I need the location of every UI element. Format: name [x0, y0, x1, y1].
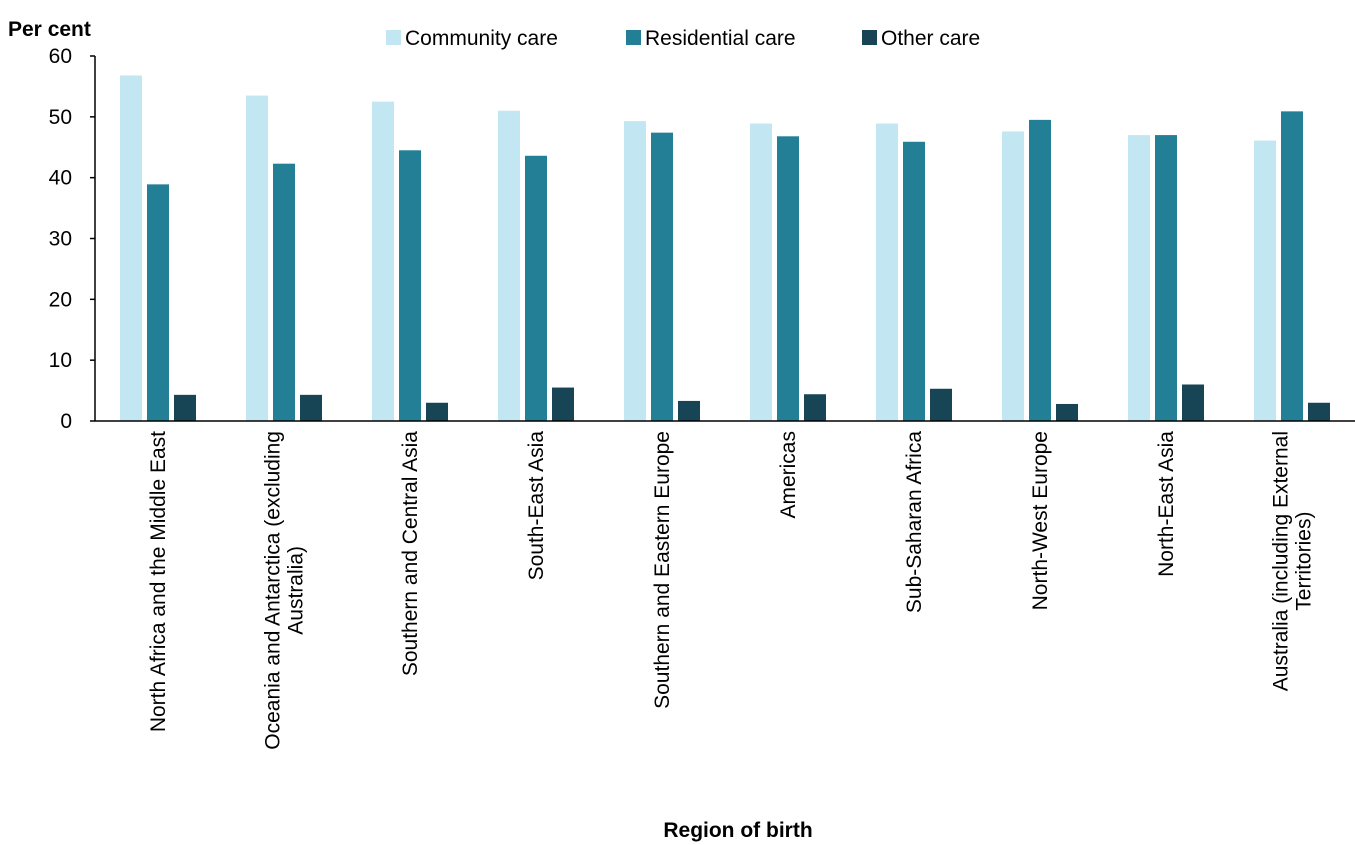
x-tick-label: North Africa and the Middle East [147, 431, 170, 732]
y-tick-label: 30 [49, 228, 72, 251]
bar-other-care [1308, 402, 1330, 421]
bar-other-care [1056, 403, 1078, 421]
x-tick-label: Southern and Eastern Europe [651, 431, 674, 709]
bar-other-care [930, 388, 952, 421]
legend-swatch [626, 30, 641, 45]
bar-community-care [498, 110, 520, 421]
bar-other-care [552, 387, 574, 421]
bar-other-care [174, 394, 196, 421]
x-tick-label: Sub-Saharan Africa [903, 431, 926, 613]
bar-other-care [1182, 384, 1204, 421]
bar-community-care [876, 123, 898, 422]
x-tick-label: Southern and Central Asia [399, 431, 422, 676]
bar-other-care [804, 394, 826, 421]
bar-community-care [246, 95, 268, 422]
bar-community-care [1128, 135, 1150, 422]
bar-community-care [120, 75, 142, 421]
bar-residential-care [1029, 119, 1051, 421]
bar-residential-care [651, 132, 673, 421]
y-tick-label: 50 [49, 106, 72, 129]
bar-residential-care [273, 163, 295, 422]
bar-residential-care [903, 141, 925, 421]
y-tick-label: 0 [60, 410, 72, 433]
bar-residential-care [1281, 111, 1303, 421]
bar-residential-care [777, 136, 799, 422]
bar-residential-care [1155, 135, 1177, 422]
legend-swatch [386, 30, 401, 45]
y-tick-label: 40 [49, 167, 72, 190]
x-axis-labels: North Africa and the Middle East Oceania … [147, 431, 1316, 750]
bar-residential-care [525, 155, 547, 421]
bar-community-care [1254, 140, 1276, 421]
bar-community-care [624, 121, 646, 421]
bars [120, 75, 1330, 422]
x-tick-label: Australia (including ExternalTerritories… [1270, 431, 1316, 691]
x-tick-label: Americas [777, 431, 800, 519]
x-tick-label: North-West Europe [1029, 431, 1052, 610]
bar-community-care [1002, 131, 1024, 421]
y-tick-label: 10 [49, 349, 72, 372]
bar-other-care [426, 402, 448, 421]
bar-other-care [678, 400, 700, 421]
y-axis-title: Per cent [8, 18, 91, 41]
y-axis-ticks: 0 10 20 30 40 50 60 [49, 45, 95, 433]
bar-residential-care [399, 150, 421, 421]
y-tick-label: 60 [49, 45, 72, 68]
y-tick-label: 20 [49, 288, 72, 311]
x-tick-label: North-East Asia [1155, 431, 1178, 577]
bar-residential-care [147, 184, 169, 421]
x-tick-label: South-East Asia [525, 431, 548, 581]
bar-community-care [750, 123, 772, 422]
legend-label: Community care [405, 27, 558, 50]
legend-label: Other care [881, 27, 980, 50]
x-tick-label: Oceania and Antarctica (excludingAustral… [262, 431, 308, 750]
legend-label: Residential care [645, 27, 796, 50]
legend: Community care Residential care Other care [386, 27, 980, 50]
x-axis-title: Region of birth [663, 819, 812, 842]
bar-other-care [300, 394, 322, 421]
bar-community-care [372, 101, 394, 421]
legend-swatch [862, 30, 877, 45]
